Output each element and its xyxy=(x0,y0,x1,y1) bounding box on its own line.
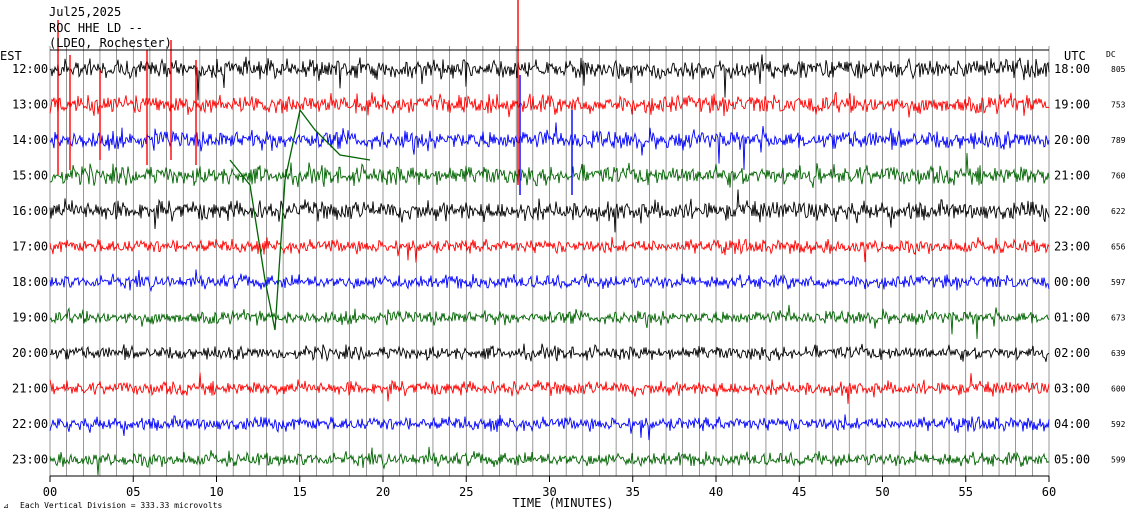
utc-hour-label: 20:00 xyxy=(1054,133,1090,147)
utc-hour-label: 00:00 xyxy=(1054,275,1090,289)
header-date: Jul25,2025 xyxy=(49,5,121,19)
seismic-trace xyxy=(49,269,1050,293)
x-tick-label: 40 xyxy=(709,485,723,499)
est-hour-label: 13:00 xyxy=(12,98,48,112)
x-tick-label: 60 xyxy=(1042,485,1056,499)
utc-hour-label: 02:00 xyxy=(1054,346,1090,360)
header-station: ROC HHE LD -- xyxy=(49,21,143,35)
utc-hour-label: 19:00 xyxy=(1054,98,1090,112)
seismic-trace xyxy=(49,414,1050,441)
est-hour-label: 20:00 xyxy=(12,346,48,360)
seismic-trace xyxy=(49,54,1050,101)
x-tick-labels: 00 05 10 15 20 25 30 35 40 45 50 55 60 xyxy=(43,476,1056,499)
x-axis-label: TIME (MINUTES) xyxy=(512,496,613,510)
dc-label: DC xyxy=(1106,50,1116,59)
seismic-trace xyxy=(49,236,1050,263)
x-tick-label: 55 xyxy=(959,485,973,499)
seismic-trace xyxy=(49,122,1050,171)
est-hour-label: 17:00 xyxy=(12,240,48,254)
utc-hour-label: 05:00 xyxy=(1054,453,1090,467)
dc-offset-label: 673 xyxy=(1111,314,1126,323)
est-hour-label: 14:00 xyxy=(12,133,48,147)
minute-grid xyxy=(49,46,1050,476)
dc-offset-label: 805 xyxy=(1111,65,1126,74)
left-zone-label: EST xyxy=(0,49,22,63)
x-tick-label: 00 xyxy=(43,485,57,499)
utc-hour-label: 01:00 xyxy=(1054,311,1090,325)
footer-scale-note: Each Vertical Division = 333.33 microvol… xyxy=(20,501,222,510)
est-hour-label: 12:00 xyxy=(12,62,48,76)
dc-offset-label: 599 xyxy=(1111,456,1126,465)
seismic-trace xyxy=(49,446,1050,476)
seismic-trace xyxy=(49,91,1050,118)
seismic-trace xyxy=(49,153,1050,188)
seismic-trace xyxy=(49,372,1050,404)
x-tick-label: 35 xyxy=(626,485,640,499)
dc-offset-label: 597 xyxy=(1111,278,1126,287)
x-tick-label: 15 xyxy=(293,485,307,499)
dc-offset-label: 600 xyxy=(1111,385,1126,394)
trace-group xyxy=(49,0,1050,476)
seismic-trace xyxy=(49,189,1050,233)
dc-offset-label: 656 xyxy=(1111,243,1126,252)
utc-hour-label: 04:00 xyxy=(1054,417,1090,431)
est-hour-label: 19:00 xyxy=(12,311,48,325)
x-tick-label: 05 xyxy=(126,485,140,499)
est-hour-label: 23:00 xyxy=(12,453,48,467)
x-tick-label: 45 xyxy=(792,485,806,499)
x-tick-label: 20 xyxy=(376,485,390,499)
utc-hour-label: 21:00 xyxy=(1054,169,1090,183)
x-tick-label: 50 xyxy=(875,485,889,499)
dc-offset-label: 639 xyxy=(1111,349,1126,358)
footer-marker: ⊿ xyxy=(3,502,9,510)
est-hour-label: 21:00 xyxy=(12,382,48,396)
utc-hour-label: 18:00 xyxy=(1054,62,1090,76)
est-hour-label: 15:00 xyxy=(12,169,48,183)
x-tick-label: 25 xyxy=(459,485,473,499)
seismic-trace xyxy=(49,343,1050,362)
event-excursion xyxy=(229,108,371,331)
x-tick-label: 30 xyxy=(542,485,556,499)
dc-offset-label: 592 xyxy=(1111,420,1126,429)
dc-offset-label: 760 xyxy=(1111,172,1126,181)
utc-hour-label: 23:00 xyxy=(1054,240,1090,254)
header-location: (LDEO, Rochester) xyxy=(49,36,172,50)
row-labels: 12:00 18:00 805 13:00 19:00 753 14:00 20:00 789 1… xyxy=(12,62,1126,467)
utc-hour-label: 03:00 xyxy=(1054,382,1090,396)
utc-hour-label: 22:00 xyxy=(1054,204,1090,218)
est-hour-label: 22:00 xyxy=(12,417,48,431)
dc-offset-label: 753 xyxy=(1111,101,1126,110)
dc-offset-label: 789 xyxy=(1111,136,1126,145)
est-hour-label: 18:00 xyxy=(12,275,48,289)
x-tick-label: 10 xyxy=(209,485,223,499)
est-hour-label: 16:00 xyxy=(12,204,48,218)
seismic-trace xyxy=(49,304,1050,339)
dc-offset-label: 622 xyxy=(1111,207,1126,216)
right-zone-label: UTC xyxy=(1064,49,1086,63)
